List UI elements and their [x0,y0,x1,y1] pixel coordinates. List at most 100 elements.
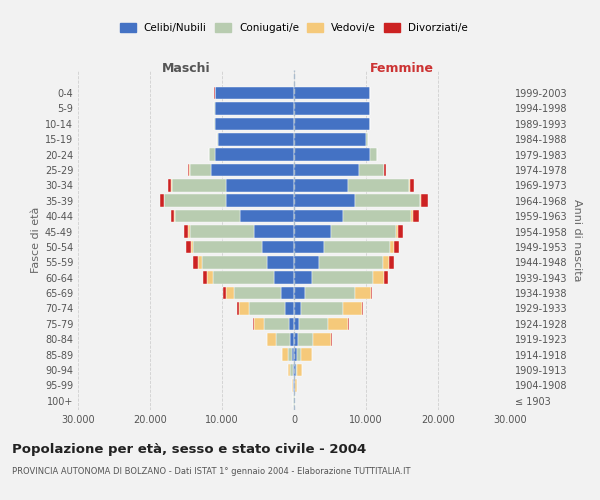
Legend: Celibi/Nubili, Coniugati/e, Vedovi/e, Divorziati/e: Celibi/Nubili, Coniugati/e, Vedovi/e, Di… [120,22,468,32]
Text: Popolazione per età, sesso e stato civile - 2004: Popolazione per età, sesso e stato civil… [12,442,366,456]
Bar [348,179,409,192]
Bar [294,287,305,300]
Bar [294,379,295,392]
Bar [294,102,370,115]
Bar [331,333,332,345]
Bar [343,210,412,222]
Bar [294,272,312,284]
Bar [226,194,294,207]
Bar [254,318,264,330]
Bar [283,348,287,361]
Bar [218,133,294,145]
Bar [398,225,403,238]
Bar [294,194,355,207]
Bar [226,179,294,192]
Y-axis label: Anni di nascita: Anni di nascita [572,198,582,281]
Bar [294,210,343,222]
Bar [362,302,363,315]
Bar [296,348,301,361]
Bar [175,210,240,222]
Bar [343,302,362,315]
Bar [240,210,294,222]
Bar [190,225,254,238]
Bar [226,287,234,300]
Bar [319,256,383,268]
Bar [294,240,324,253]
Bar [355,287,371,300]
Bar [286,302,294,315]
Bar [371,287,373,300]
Bar [293,364,294,376]
Bar [264,318,289,330]
Bar [292,348,294,361]
Bar [289,318,294,330]
Bar [160,194,164,207]
Text: PROVINCIA AUTONOMA DI BOLZANO - Dati ISTAT 1° gennaio 2004 - Elaborazione TUTTIT: PROVINCIA AUTONOMA DI BOLZANO - Dati IST… [12,468,410,476]
Bar [184,225,188,238]
Bar [237,302,239,315]
Bar [313,333,331,345]
Bar [294,179,348,192]
Bar [294,87,370,100]
Bar [383,256,389,268]
Bar [288,364,290,376]
Bar [294,164,359,176]
Bar [211,164,294,176]
Bar [394,240,399,253]
Bar [410,179,414,192]
Bar [421,194,428,207]
Bar [294,256,319,268]
Bar [198,256,202,268]
Bar [331,225,396,238]
Bar [253,318,254,330]
Bar [301,302,343,315]
Bar [262,240,294,253]
Bar [412,210,413,222]
Bar [328,318,348,330]
Bar [164,194,226,207]
Bar [191,240,193,253]
Bar [389,256,394,268]
Bar [193,240,262,253]
Bar [188,164,190,176]
Text: Femmine: Femmine [370,62,434,76]
Bar [348,318,349,330]
Bar [215,87,294,100]
Bar [312,272,373,284]
Bar [294,364,296,376]
Bar [294,118,370,130]
Bar [413,210,419,222]
Bar [298,333,313,345]
Bar [234,287,281,300]
Bar [207,272,212,284]
Bar [188,225,190,238]
Bar [212,272,274,284]
Bar [355,194,420,207]
Bar [297,364,302,376]
Bar [214,118,215,130]
Bar [299,318,328,330]
Bar [294,225,331,238]
Bar [294,148,370,161]
Bar [239,302,250,315]
Bar [268,333,276,345]
Bar [223,287,226,300]
Bar [370,148,377,161]
Bar [209,148,215,161]
Bar [215,148,294,161]
Bar [215,102,294,115]
Text: Maschi: Maschi [161,62,211,76]
Bar [324,240,391,253]
Bar [266,256,294,268]
Y-axis label: Fasce di età: Fasce di età [31,207,41,273]
Bar [215,118,294,130]
Bar [294,333,298,345]
Bar [301,348,311,361]
Bar [217,133,218,145]
Bar [202,256,266,268]
Bar [276,333,290,345]
Bar [384,272,388,284]
Bar [384,164,386,176]
Bar [281,287,294,300]
Bar [193,256,198,268]
